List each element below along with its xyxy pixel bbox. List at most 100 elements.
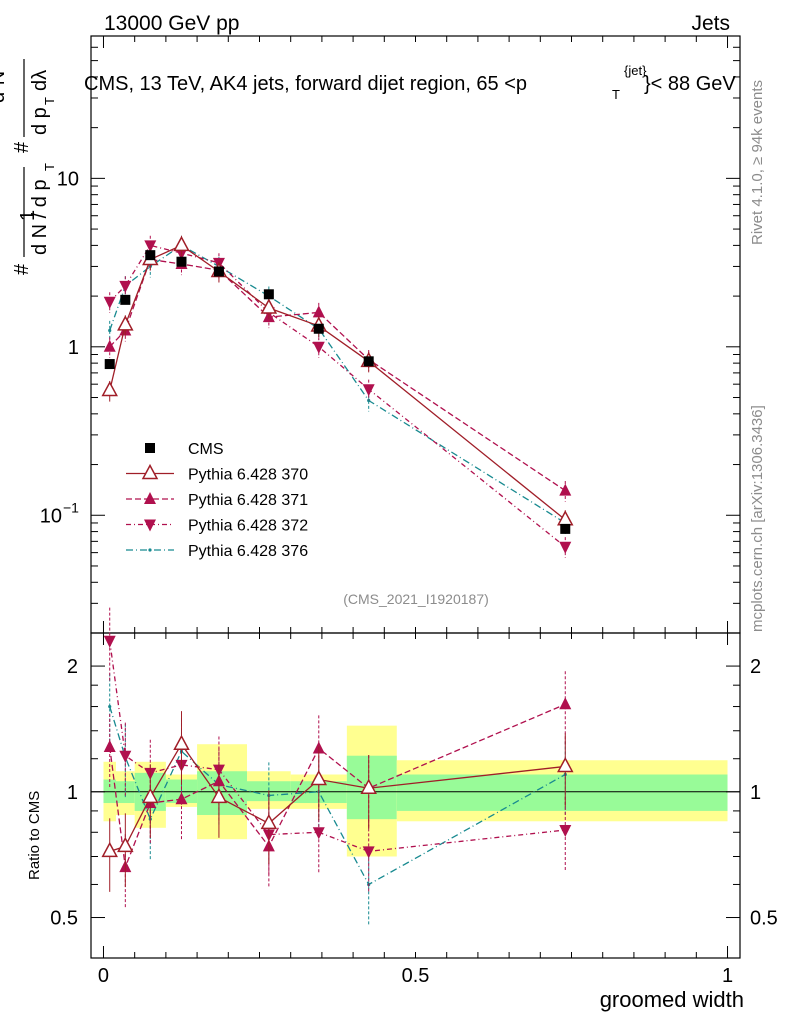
marker-ratio [559, 825, 572, 838]
svg-text:d p: d p [29, 107, 51, 135]
rivet-label: Rivet 4.1.0, ≥ 94k events [749, 80, 766, 245]
legend-entry-4: Pythia 6.428 376 [126, 543, 308, 560]
legend-marker [144, 492, 156, 504]
marker-main [103, 296, 116, 309]
svg-text:dλ: dλ [29, 70, 51, 91]
legend-entry-2: Pythia 6.428 371 [126, 492, 308, 509]
title-text: CMS, 13 TeV, AK4 jets, forward dijet reg… [84, 73, 527, 95]
y-tick-label-ratio: 0.5 [50, 908, 78, 930]
x-tick-label: 0.5 [402, 965, 430, 987]
marker-main [367, 398, 371, 403]
series-line-main [109, 244, 566, 521]
marker-ratio [103, 635, 116, 648]
marker-ratio [119, 750, 132, 763]
legend-label: Pythia 6.428 370 [188, 467, 308, 484]
y-tick-label-ratio-right: 1 [750, 782, 761, 804]
svg-text:T: T [42, 163, 57, 171]
marker-main [108, 328, 112, 333]
marker-main [559, 541, 572, 554]
svg-text:#: # [11, 263, 33, 275]
y-tick-label-ratio: 1 [67, 782, 78, 804]
marker-main [312, 305, 325, 318]
marker-main [559, 483, 572, 496]
marker-main [101, 380, 118, 397]
marker-main [145, 250, 156, 261]
y-tick-label-ratio-right: 0.5 [750, 908, 778, 930]
legend-entry-3: Pythia 6.428 372 [126, 518, 308, 535]
marker-main [104, 359, 115, 370]
marker-ratio [362, 846, 375, 859]
legend: CMS Pythia 6.428 370 Pythia 6.428 371 Pythi… [126, 441, 308, 560]
marker-ratio [101, 841, 118, 858]
marker-ratio [142, 787, 159, 804]
svg-text:#: # [11, 141, 33, 153]
series-line-main [109, 258, 566, 492]
series-line-main [109, 244, 566, 548]
energy-label: 13000 GeV pp [104, 12, 239, 35]
y-tick-exponent: −1 [63, 499, 79, 515]
series-line-main [109, 244, 566, 524]
x-axis-label: groomed width [600, 987, 744, 1012]
marker-main [313, 323, 324, 334]
x-tick-label: 1 [722, 965, 733, 987]
svg-text:d N / d p: d N / d p [29, 179, 51, 255]
legend-marker [148, 548, 152, 552]
data-series [101, 235, 574, 925]
y-tick-label-ratio-right: 2 [750, 656, 761, 678]
marker-ratio [557, 756, 574, 773]
legend-entry-0: CMS [145, 441, 224, 458]
marker-ratio [360, 778, 377, 794]
legend-marker [141, 463, 159, 480]
marker-main [103, 339, 116, 352]
title-superscript: {jet} [624, 63, 647, 78]
x-tick-label: 0 [98, 965, 109, 987]
marker-ratio [312, 827, 325, 840]
svg-text:1: 1 [17, 210, 39, 221]
marker-main [117, 315, 134, 331]
legend-label: Pythia 6.428 376 [188, 543, 308, 560]
mcplots-label: mcplots.cern.ch [arXiv:1306.3436] [749, 405, 766, 632]
y-tick-label-ratio: 2 [67, 656, 78, 678]
y-tick-label-main: 10 [57, 168, 79, 190]
analysis-label: (CMS_2021_I1920187) [343, 591, 489, 607]
marker-main [173, 235, 190, 252]
marker-main [213, 266, 224, 277]
band-inner-0 [103, 779, 116, 804]
marker-main [119, 280, 132, 293]
svg-text:T: T [42, 97, 57, 105]
band-inner-8 [396, 774, 728, 811]
marker-main [363, 356, 374, 367]
marker-main [260, 298, 278, 314]
main-title: CMS, 13 TeV, AK4 jets, forward dijet reg… [84, 63, 736, 102]
marker-main [263, 289, 274, 300]
legend-label: CMS [188, 441, 224, 458]
marker-main [176, 256, 187, 267]
y-axis-label-ratio: Ratio to CMS [26, 791, 43, 880]
marker-ratio [310, 769, 328, 786]
legend-label: Pythia 6.428 371 [188, 492, 308, 509]
marker-ratio [117, 836, 134, 853]
marker-ratio [108, 704, 112, 709]
y-tick-label-main: 1 [68, 337, 79, 359]
marker-main [144, 240, 157, 253]
marker-ratio [103, 740, 116, 753]
title-end: }< 88 GeV [644, 73, 736, 95]
legend-entry-1: Pythia 6.428 370 [126, 463, 308, 484]
legend-marker [144, 519, 156, 532]
series-0 [104, 250, 571, 534]
marker-ratio [260, 813, 278, 830]
title-subscript: T [612, 87, 620, 102]
legend-label: Pythia 6.428 372 [188, 518, 308, 535]
marker-main [362, 384, 375, 397]
marker-ratio [559, 697, 572, 710]
marker-main [312, 341, 325, 354]
marker-main [120, 294, 131, 305]
legend-marker [145, 443, 155, 453]
y-tick-label-main: 10 [40, 505, 62, 527]
marker-main [557, 510, 574, 526]
marker-ratio [175, 792, 188, 805]
process-label: Jets [691, 12, 730, 35]
marker-ratio [173, 734, 190, 750]
